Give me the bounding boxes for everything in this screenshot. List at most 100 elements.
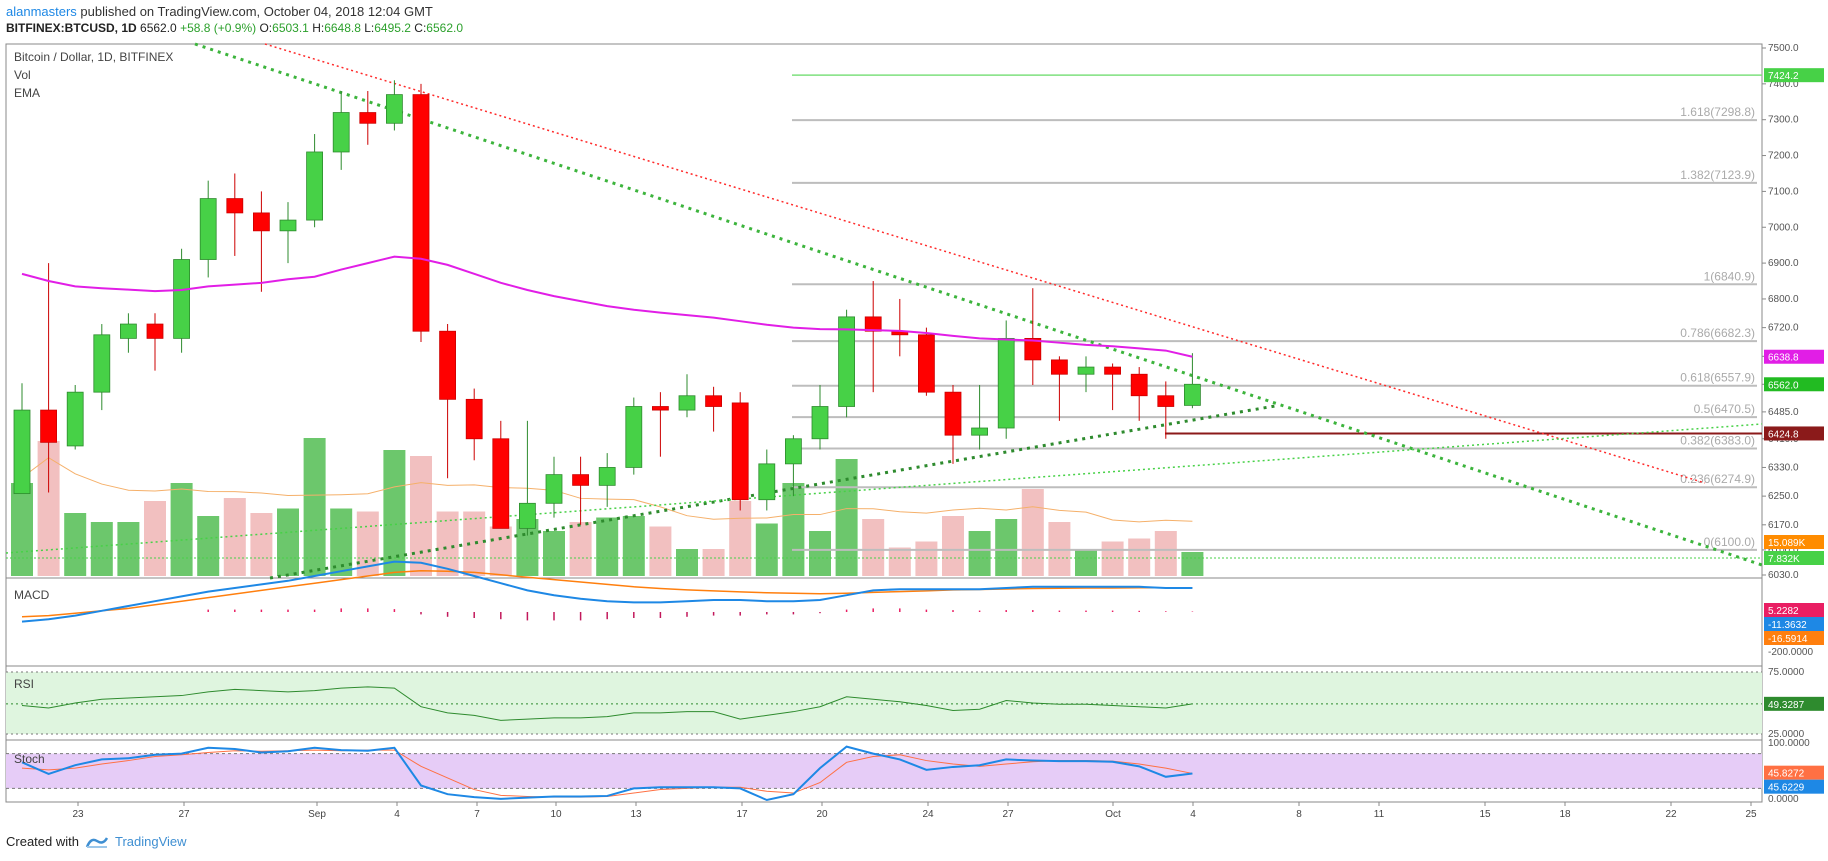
- date-tick-label: 24: [922, 809, 934, 820]
- price-tick-label: 7200.0: [1768, 151, 1799, 162]
- candle-body: [40, 409, 57, 443]
- symbol-label: BITFINEX:BTCUSD, 1D: [6, 21, 137, 35]
- open-value: 6503.1: [272, 21, 309, 35]
- volume-bar: [649, 526, 672, 576]
- price-tick-label: 7000.0: [1768, 222, 1799, 233]
- volume-bar: [755, 523, 778, 576]
- volume-bar: [569, 522, 592, 576]
- volume-bar: [383, 450, 406, 576]
- candle-body: [173, 259, 191, 339]
- volume-bar: [436, 511, 459, 576]
- volume-bar: [835, 459, 858, 576]
- volume-bar: [968, 531, 991, 576]
- price-tick-label: 6030.0: [1768, 570, 1799, 581]
- price-badge: [1764, 426, 1824, 441]
- green-downtrend-line: [194, 42, 1763, 567]
- volume-bar: [782, 483, 805, 576]
- price-tick-label: 6100.0: [1768, 545, 1799, 556]
- high-label: H:: [312, 21, 325, 35]
- legend-stoch: Stoch: [14, 752, 45, 766]
- publish-info: alanmasters published on TradingView.com…: [6, 4, 433, 19]
- price-badge-text: 6424.8: [1768, 429, 1799, 440]
- volume-bar: [1075, 549, 1097, 576]
- legend-rsi: RSI: [14, 677, 34, 691]
- fib-level-label: 0.382(6383.0): [1680, 433, 1755, 447]
- candle-body: [864, 316, 882, 332]
- macd-line: [21, 560, 1193, 623]
- macd-tick-label: -200.0000: [1768, 647, 1813, 658]
- fib-level-label: 1(6840.9): [1704, 269, 1755, 283]
- rsi-band: [6, 672, 1762, 734]
- volume-badge: [1764, 551, 1824, 565]
- price-tick-label: 6485.0: [1768, 407, 1799, 418]
- price-tick-label: 6800.0: [1768, 294, 1799, 305]
- volume-bar: [37, 441, 60, 576]
- fib-level-label: 1.382(7123.9): [1680, 168, 1755, 182]
- candle-body: [758, 463, 776, 501]
- price-tick-label: 7300.0: [1768, 115, 1799, 126]
- date-tick-label: 20: [816, 809, 828, 820]
- candle-body: [465, 398, 483, 440]
- volume-bar: [1154, 531, 1177, 576]
- price-pane: [5, 43, 1763, 579]
- candle-body: [1104, 366, 1121, 375]
- date-tick-label: 10: [550, 809, 562, 820]
- legend-title: Bitcoin / Dollar, 1D, BITFINEX: [14, 50, 173, 64]
- author-link[interactable]: alanmasters: [6, 4, 77, 19]
- candle-body: [1024, 337, 1042, 361]
- fib-level-label: 0.786(6682.3): [1680, 326, 1755, 340]
- stoch-badge: [1764, 765, 1824, 780]
- volume-bar: [1021, 489, 1044, 576]
- low-value: 6495.2: [374, 21, 411, 35]
- candle-body: [625, 406, 643, 468]
- volume-bar: [250, 513, 273, 576]
- stoch-band: [6, 753, 1762, 789]
- ohlc-bar: BITFINEX:BTCUSD, 1D 6562.0 +58.8 (+0.9%)…: [6, 21, 463, 35]
- volume-bar: [117, 522, 140, 576]
- candle-body: [492, 438, 510, 529]
- price-badge: [1764, 349, 1824, 364]
- volume-bar: [170, 483, 193, 576]
- candle-body: [997, 337, 1015, 429]
- macd-badge-text: -11.3632: [1768, 620, 1807, 631]
- volume-bar: [676, 549, 698, 576]
- date-tick-label: 13: [630, 809, 642, 820]
- volume-bar: [197, 516, 220, 576]
- date-tick-label: 23: [72, 809, 84, 820]
- candle-body: [652, 406, 669, 411]
- volume-bar: [596, 517, 619, 576]
- date-tick-label: 15: [1479, 809, 1491, 820]
- date-tick-label: 4: [1190, 809, 1196, 820]
- candle-body: [13, 409, 31, 495]
- volume-bar: [622, 516, 645, 576]
- candle-body: [1184, 383, 1201, 406]
- stoch-tick-label: 0.0000: [1768, 794, 1799, 805]
- candle-body: [598, 467, 616, 486]
- fib-level-label: 0.5(6470.5): [1694, 402, 1755, 416]
- date-tick-label: 27: [1002, 809, 1014, 820]
- candle-body: [1130, 373, 1148, 397]
- legend-vol: Vol: [14, 68, 31, 82]
- stoch-badge-text: 45.6229: [1768, 783, 1805, 794]
- tradingview-brand-link[interactable]: TradingView: [114, 834, 187, 849]
- high-value: 6648.8: [324, 21, 361, 35]
- price-tick-label: 6720.0: [1768, 323, 1799, 334]
- macd-badge-text: -16.5914: [1768, 634, 1808, 645]
- candle-body: [838, 316, 855, 407]
- price-tick-label: 7400.0: [1768, 79, 1799, 90]
- chart-canvas[interactable]: 1.618(7298.8) 1.382(7123.9) 1(6840.9) 0.786…: [0, 0, 1828, 825]
- volume-bar: [223, 498, 246, 576]
- volume-bar: [330, 508, 353, 576]
- candle-body: [519, 502, 536, 529]
- price-badge-text: 6562.0: [1768, 380, 1799, 391]
- candle-body: [811, 406, 829, 440]
- date-tick-label: 7: [474, 809, 480, 820]
- rsi-badge: [1764, 696, 1824, 711]
- rsi-line: [21, 686, 1193, 721]
- candle-body: [918, 334, 935, 393]
- date-tick-label: 4: [394, 809, 400, 820]
- volume-bar: [729, 501, 752, 576]
- volume-bar: [809, 531, 831, 576]
- price-badge: [1764, 68, 1824, 83]
- red-downtrend-line: [264, 43, 1706, 484]
